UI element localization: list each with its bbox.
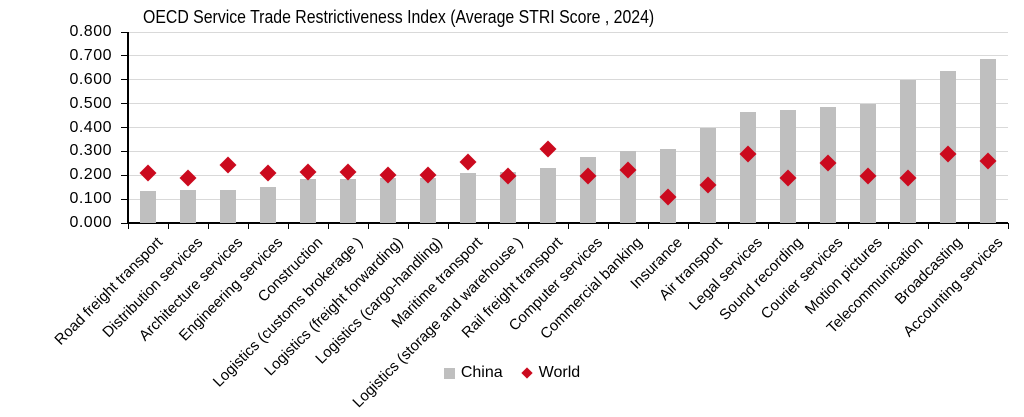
y-axis-tick-label: 0.600 <box>69 70 112 88</box>
y-axis <box>127 32 129 224</box>
china-bar <box>500 171 516 223</box>
gridline <box>128 150 1008 152</box>
world-diamond-marker <box>539 140 557 158</box>
china-bar <box>220 189 236 223</box>
gridline <box>128 55 1008 57</box>
x-axis-tick <box>207 223 209 229</box>
y-axis-tick-label: 0.400 <box>69 118 112 136</box>
x-axis-tick <box>967 223 969 229</box>
gridline <box>128 79 1008 81</box>
y-axis-tick <box>121 150 128 152</box>
china-bar <box>900 79 916 223</box>
y-axis-tick <box>121 55 128 57</box>
world-diamond-marker <box>299 163 317 181</box>
china-bar <box>380 177 396 223</box>
gridline <box>128 127 1008 128</box>
y-axis-tick <box>121 127 128 128</box>
china-bar <box>740 111 756 223</box>
china-bar <box>140 190 156 223</box>
china-bar <box>180 189 196 223</box>
gridline <box>128 174 1008 176</box>
china-bar <box>260 187 276 223</box>
x-axis-tick <box>647 223 649 229</box>
x-axis-tick <box>727 223 729 229</box>
china-bar <box>540 168 556 223</box>
china-bar <box>780 109 796 223</box>
legend-item-china: China <box>443 364 503 382</box>
china-bar <box>300 178 316 223</box>
x-axis-tick <box>767 223 769 229</box>
y-axis-tick-label: 0.000 <box>69 214 112 231</box>
x-axis-tick <box>687 223 689 229</box>
x-axis-tick <box>887 223 889 229</box>
x-axis-tick <box>407 223 409 229</box>
x-axis-tick <box>487 223 489 229</box>
legend-label-china: China <box>460 364 503 381</box>
chart-legend: China World <box>0 364 1024 382</box>
y-axis-tick <box>121 198 128 200</box>
china-bar <box>980 59 996 223</box>
x-axis-tick <box>287 223 289 229</box>
gridline <box>128 198 1008 200</box>
world-diamond-marker <box>179 169 197 187</box>
x-axis-tick <box>1007 223 1009 229</box>
y-axis-tick <box>121 222 128 224</box>
legend-label-world: World <box>538 364 581 381</box>
world-diamond-swatch-icon <box>520 367 533 379</box>
x-axis-tick <box>807 223 809 229</box>
y-axis-tick-label: 0.300 <box>69 142 112 160</box>
china-bar <box>700 127 716 223</box>
china-bar <box>460 172 476 223</box>
x-axis-tick <box>927 223 929 229</box>
gridline <box>128 31 1008 33</box>
x-axis-tick <box>847 223 849 229</box>
x-axis-tick <box>167 223 169 229</box>
y-axis-tick-label: 0.500 <box>69 94 112 112</box>
x-axis-tick <box>127 223 129 229</box>
world-diamond-marker <box>139 164 157 182</box>
china-bar <box>420 177 436 223</box>
legend-item-world: World <box>520 364 581 382</box>
x-axis-tick <box>447 223 449 229</box>
china-bar <box>340 178 356 223</box>
china-bar <box>660 148 676 223</box>
x-axis-tick <box>607 223 609 229</box>
x-axis-tick <box>527 223 529 229</box>
world-diamond-marker <box>219 156 237 173</box>
y-axis-tick-label: 0.200 <box>69 166 112 184</box>
y-axis-tick-label: 0.100 <box>69 190 112 208</box>
world-diamond-marker <box>339 163 357 181</box>
world-diamond-marker <box>259 164 277 182</box>
y-axis-tick-label: 0.800 <box>69 23 112 40</box>
y-axis-tick <box>121 174 128 176</box>
china-bar-swatch-icon <box>443 367 455 379</box>
gridline <box>128 103 1008 105</box>
world-diamond-marker <box>459 153 477 171</box>
chart-title: OECD Service Trade Restrictiveness Index… <box>143 7 655 27</box>
y-axis-tick <box>121 103 128 105</box>
y-axis-tick-label: 0.700 <box>69 46 112 64</box>
x-axis-tick <box>327 223 329 229</box>
y-axis-tick <box>121 31 128 33</box>
china-bar <box>860 103 876 223</box>
x-axis-tick <box>247 223 249 229</box>
x-axis-tick <box>367 223 369 229</box>
x-axis-tick <box>567 223 569 229</box>
y-axis-tick <box>121 79 128 81</box>
